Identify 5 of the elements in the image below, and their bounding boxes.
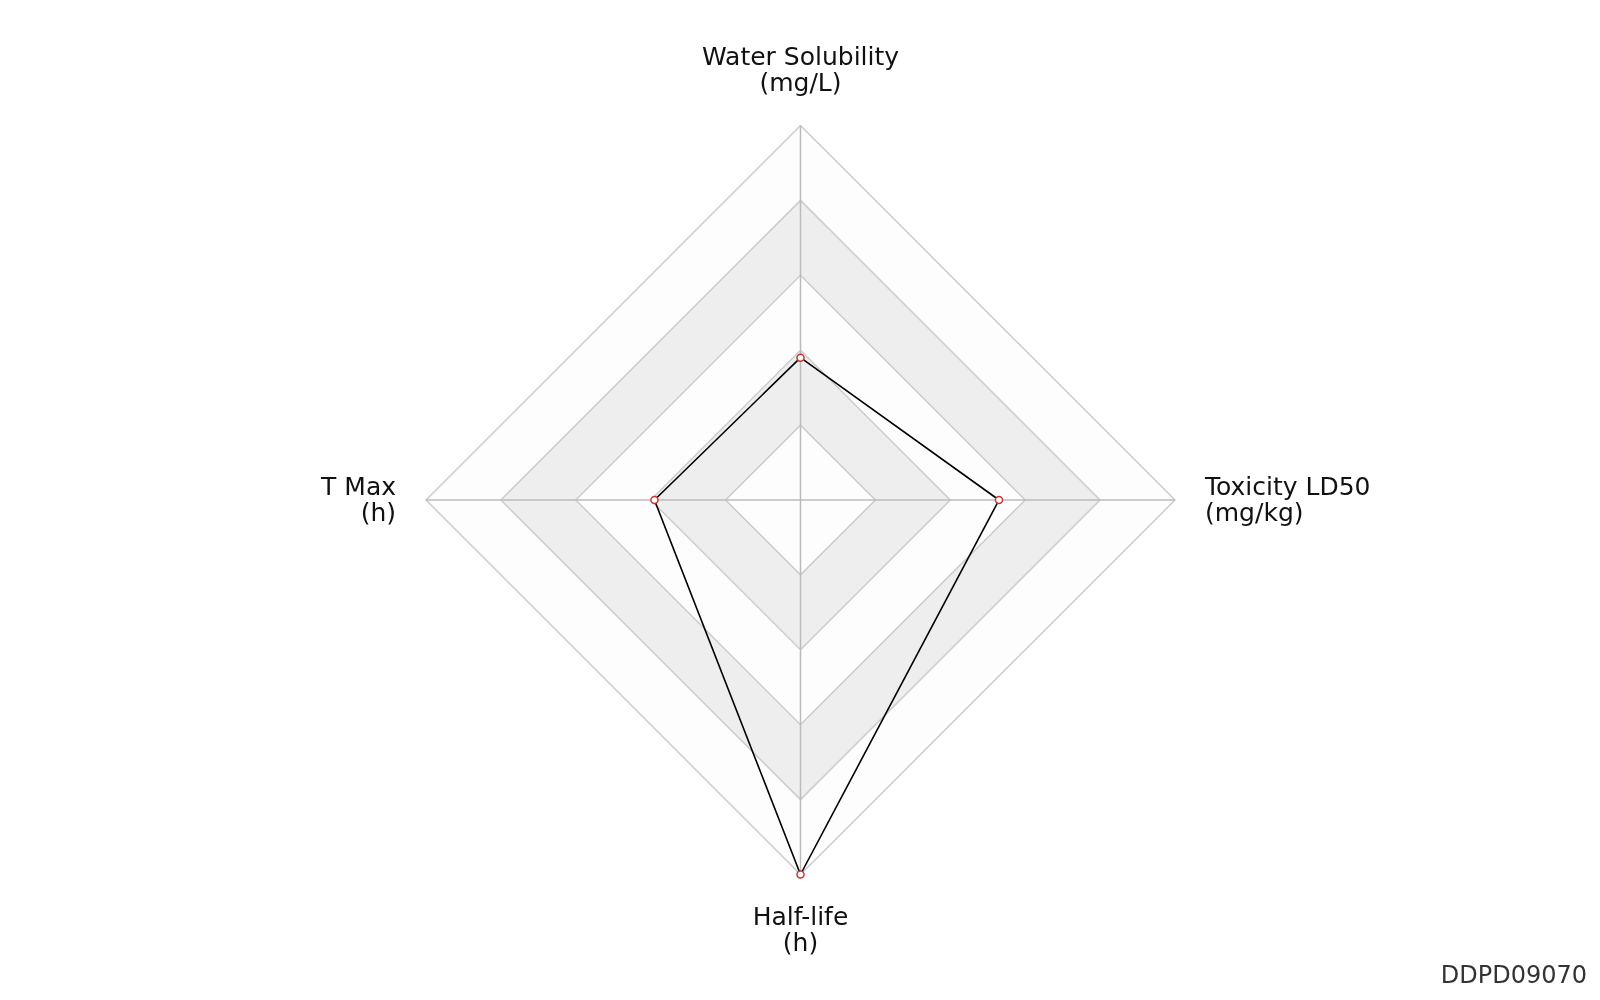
spoke-label: Water Solubility (mg/L) — [701, 41, 900, 97]
spoke-label: Toxicity LD50 (mg/kg) — [1204, 472, 1371, 527]
text: DDPD09070 — [1440, 961, 1587, 989]
spoke-label: T Max (h) — [320, 472, 396, 527]
spoke-label: Half-life (h) — [752, 901, 849, 957]
